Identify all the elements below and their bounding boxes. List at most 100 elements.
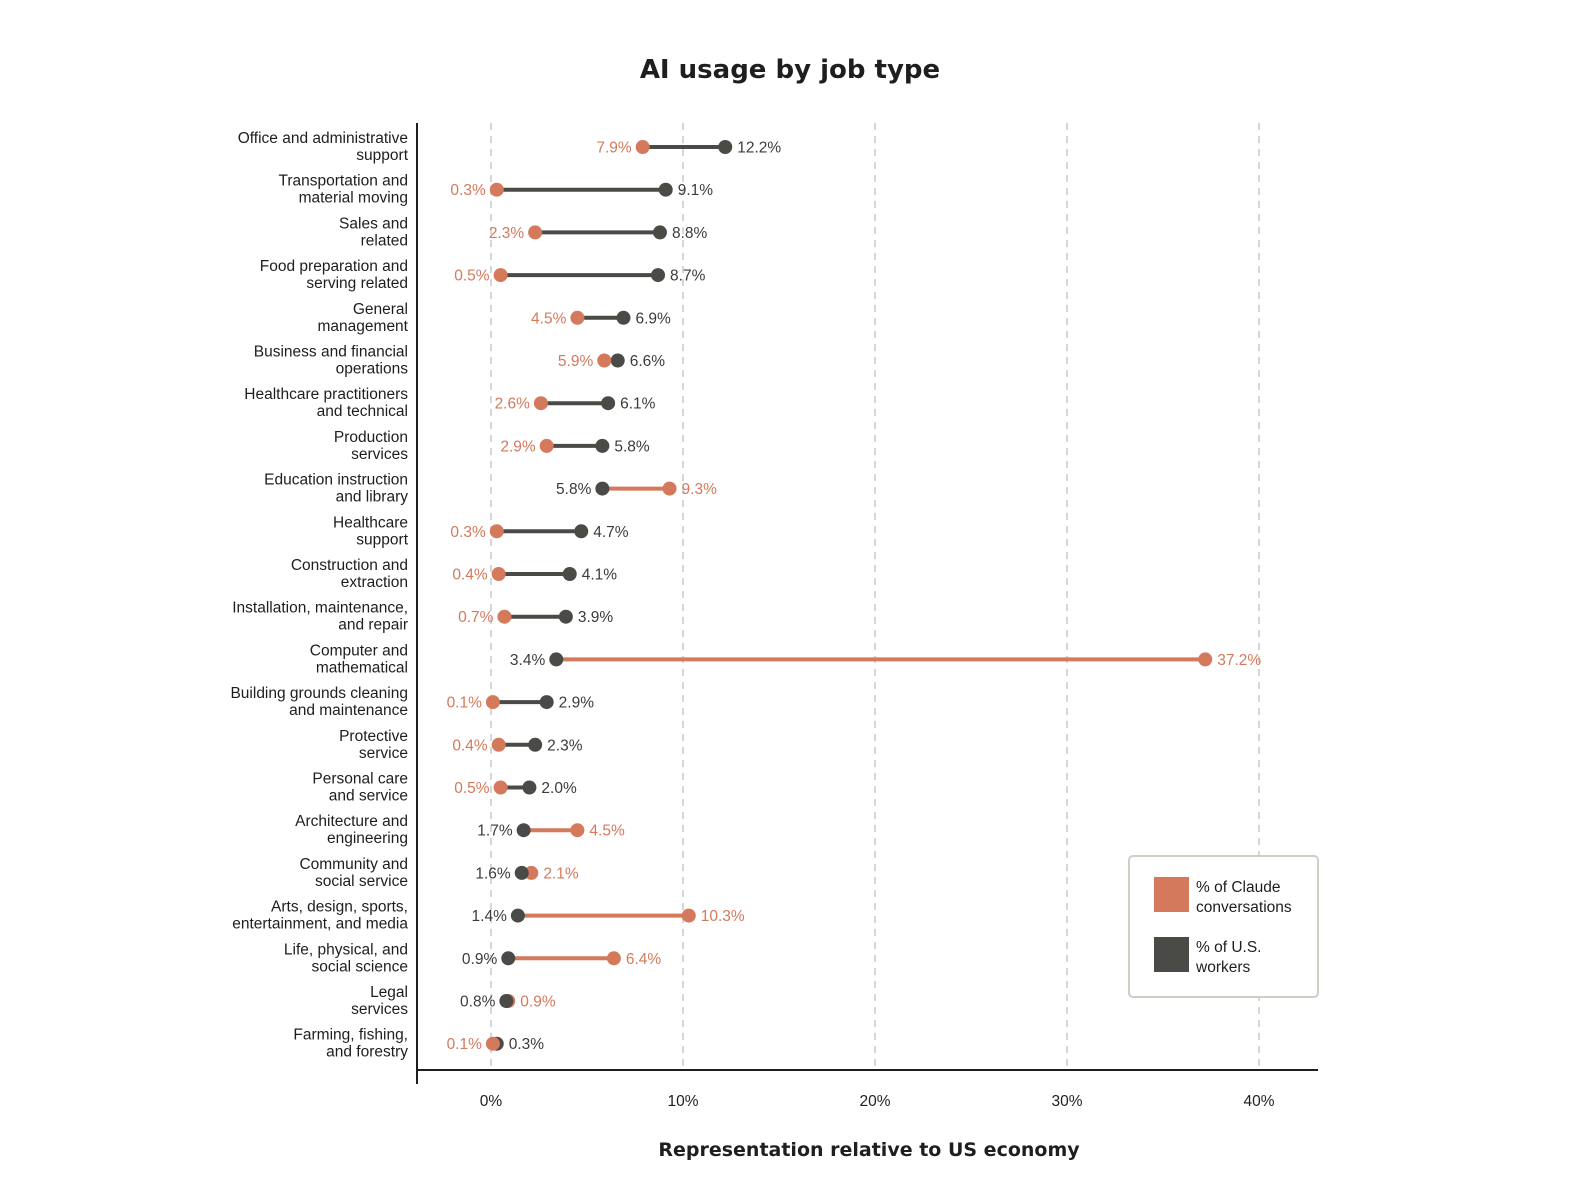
category-label: entertainment, and media — [232, 916, 408, 933]
category-label: Protective — [339, 728, 408, 745]
claude-value-label: 2.6% — [495, 396, 531, 413]
category-labels: Office and administrativesupportTranspor… — [230, 130, 408, 1061]
claude-dot — [1198, 652, 1213, 667]
claude-value-label: 9.3% — [682, 481, 718, 498]
workers-value-label: 1.6% — [475, 865, 511, 882]
workers-value-label: 0.9% — [462, 951, 498, 968]
chart-title: AI usage by job type — [640, 55, 940, 85]
claude-value-label: 0.5% — [454, 780, 490, 797]
workers-value-label: 5.8% — [614, 438, 650, 455]
category-label: Farming, fishing, — [293, 1027, 408, 1044]
claude-value-label: 0.1% — [447, 695, 483, 712]
category-label: Education instruction — [264, 472, 408, 489]
category-label: and library — [336, 489, 409, 506]
category-label: services — [351, 1001, 408, 1018]
claude-dot — [489, 182, 504, 197]
claude-value-label: 4.5% — [589, 823, 625, 840]
workers-value-label: 1.4% — [472, 908, 508, 925]
category-label: Personal care — [312, 771, 408, 788]
category-label: Construction and — [291, 557, 408, 574]
category-label: and technical — [317, 403, 408, 420]
gridlines — [490, 123, 1260, 1070]
category-label: and forestry — [326, 1044, 408, 1061]
workers-value-label: 12.2% — [737, 140, 781, 157]
dumbbells: 7.9% 12.2% 0.3% 9.1% 2.3% 8.8% 0.5% 8.7% 4.5% 6.9… — [447, 140, 1262, 1054]
claude-dot — [491, 567, 506, 581]
workers-dot — [558, 609, 573, 624]
category-label: Building grounds cleaning — [230, 685, 408, 702]
claude-value-label: 0.1% — [447, 1036, 483, 1053]
claude-dot — [497, 609, 512, 624]
workers-value-label: 6.6% — [630, 353, 666, 370]
workers-value-label: 0.8% — [460, 994, 496, 1011]
workers-dot — [616, 310, 631, 325]
category-label: material moving — [299, 190, 408, 207]
workers-value-label: 1.7% — [477, 823, 513, 840]
category-label: Life, physical, and — [284, 941, 408, 958]
workers-dot — [652, 225, 667, 240]
workers-dot — [510, 908, 525, 923]
workers-value-label: 0.3% — [509, 1036, 545, 1053]
claude-dot — [485, 695, 500, 710]
category-label: Community and — [299, 856, 408, 873]
claude-value-label: 2.9% — [500, 438, 536, 455]
claude-dot — [539, 438, 554, 453]
x-ticks: 0% 10% 20% 30% 40% — [480, 1093, 1275, 1110]
workers-dot — [601, 396, 616, 411]
claude-value-label: 7.9% — [596, 140, 632, 157]
claude-dot — [662, 481, 677, 496]
claude-value-label: 5.9% — [558, 353, 594, 370]
workers-value-label: 2.0% — [541, 780, 577, 797]
category-label: and maintenance — [289, 702, 408, 719]
x-tick-label: 20% — [859, 1093, 890, 1110]
category-label: engineering — [327, 830, 408, 847]
claude-value-label: 6.4% — [626, 951, 662, 968]
workers-value-label: 3.9% — [578, 609, 614, 626]
category-label: serving related — [306, 275, 408, 292]
category-label: social science — [312, 958, 409, 975]
claude-value-label: 0.9% — [520, 994, 556, 1011]
claude-dot — [524, 865, 539, 880]
claude-value-label: 0.3% — [450, 524, 486, 541]
category-label: mathematical — [316, 659, 408, 676]
category-label: social service — [315, 873, 408, 890]
workers-dot — [595, 438, 610, 453]
claude-dot — [493, 268, 508, 283]
category-label: operations — [336, 361, 409, 378]
legend-label-workers: % of U.S. workers — [1195, 939, 1261, 976]
claude-dot — [485, 1036, 500, 1051]
legend-line: conversations — [1196, 899, 1292, 916]
claude-dot — [489, 524, 504, 539]
claude-value-label: 0.5% — [454, 268, 490, 285]
category-label: Office and administrative — [238, 130, 408, 147]
workers-dot — [574, 524, 589, 539]
category-label: Food preparation and — [260, 258, 408, 275]
workers-dot — [595, 481, 610, 496]
category-label: Healthcare — [333, 514, 408, 531]
claude-value-label: 4.5% — [531, 310, 567, 327]
category-label: Computer and — [310, 642, 408, 659]
x-tick-label: 30% — [1051, 1093, 1082, 1110]
category-label: support — [356, 531, 408, 548]
legend-swatch-claude — [1154, 877, 1189, 912]
claude-value-label: 37.2% — [1217, 652, 1261, 669]
legend-swatch-workers — [1154, 937, 1189, 972]
workers-dot — [562, 567, 577, 581]
category-label: and repair — [338, 617, 408, 634]
category-label: services — [351, 446, 408, 463]
workers-dot — [651, 268, 666, 283]
claude-value-label: 0.4% — [452, 567, 488, 584]
claude-dot — [597, 353, 612, 368]
legend-line: % of Claude — [1196, 879, 1280, 896]
category-label: Business and financial — [254, 344, 408, 361]
workers-value-label: 5.8% — [556, 481, 592, 498]
workers-dot — [658, 182, 673, 197]
workers-dot — [501, 951, 516, 966]
category-label: service — [359, 745, 408, 762]
workers-value-label: 2.9% — [559, 695, 595, 712]
claude-value-label: 0.7% — [458, 609, 494, 626]
workers-dot — [549, 652, 564, 667]
claude-dot — [570, 310, 585, 325]
x-axis-label: Representation relative to US economy — [658, 1139, 1080, 1161]
legend-line: workers — [1195, 959, 1251, 976]
